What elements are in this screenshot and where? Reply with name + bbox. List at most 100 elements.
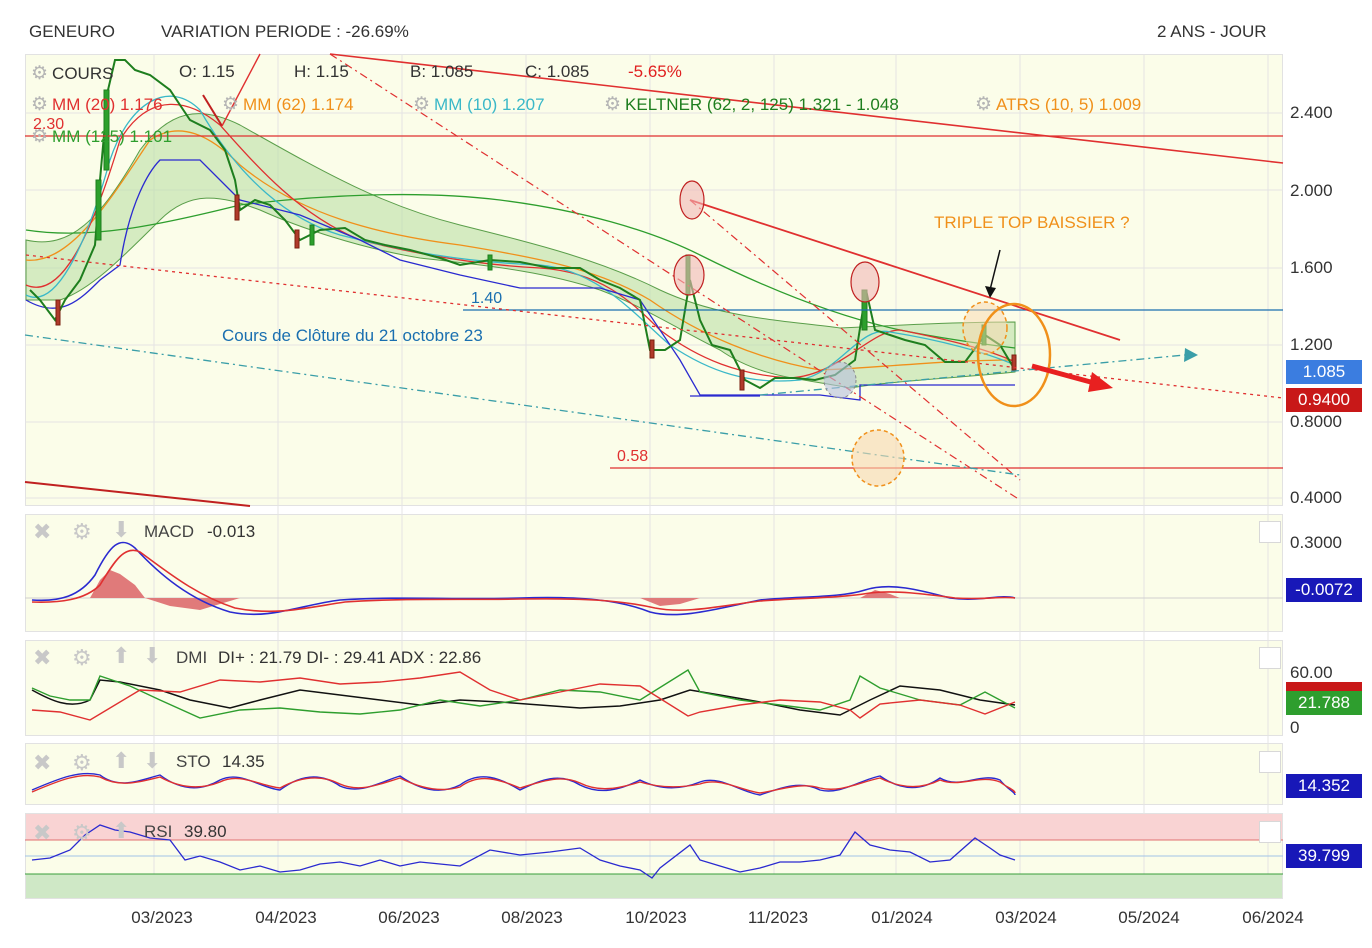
mm62-line <box>25 130 1016 371</box>
dashdot-red-2 <box>689 199 1021 481</box>
arrow-up-icon[interactable]: ⬆ <box>112 643 131 668</box>
rsi-oversold-band <box>26 874 1282 898</box>
red-arrow <box>1031 363 1099 387</box>
mm10-label: MM (10) 1.207 <box>434 95 545 114</box>
gear-icon[interactable]: ⚙ <box>31 126 49 147</box>
sto-d-line <box>31 774 1016 794</box>
black-arrow <box>989 249 1001 291</box>
sto-panel[interactable] <box>25 743 1283 805</box>
gear-icon[interactable]: ⚙ <box>975 94 993 115</box>
close-icon[interactable]: ✖ <box>33 820 52 845</box>
atrs-label: ATRS (10, 5) 1.009 <box>996 95 1142 114</box>
atrs-tag: 0.9400 <box>1286 388 1362 412</box>
variation-label: VARIATION PERIODE : -26.69% <box>161 22 409 41</box>
close-annotation: Cours de Clôture du 21 octobre 23 <box>222 326 483 345</box>
arrow-up-icon[interactable]: ⬆ <box>112 748 131 773</box>
panel-toggle-checkbox[interactable] <box>1259 821 1281 843</box>
x-tick: 03/2023 <box>131 908 193 927</box>
di-plus-line <box>31 669 1016 719</box>
macd-histogram <box>90 570 900 610</box>
dotted-trendline <box>25 254 1284 399</box>
teal-arrowhead <box>1184 348 1198 362</box>
arrow-down-icon[interactable]: ⬇ <box>112 517 131 542</box>
dmi-y-top: 60.00 <box>1290 663 1333 682</box>
rsi-overbought-band <box>26 814 1282 840</box>
mm125-label: MM (125) 1.101 <box>52 127 173 146</box>
dashdot-red-1 <box>329 53 1021 501</box>
rsi-value: 39.80 <box>184 822 227 841</box>
red-diagonal <box>221 53 261 127</box>
gear-icon[interactable]: ⚙ <box>72 750 92 775</box>
sto-value: 14.35 <box>222 752 265 771</box>
gear-icon[interactable]: ⚙ <box>413 94 431 115</box>
keltner-legend[interactable]: ⚙ KELTNER (62, 2, 125) 1.321 - 1.048 <box>604 93 899 116</box>
y-tick: 0.8000 <box>1290 412 1342 431</box>
x-tick: 04/2023 <box>255 908 317 927</box>
dmi-panel[interactable] <box>25 640 1283 736</box>
panel-toggle-checkbox[interactable] <box>1259 521 1281 543</box>
atrs-legend[interactable]: ⚙ ATRS (10, 5) 1.009 <box>975 93 1141 116</box>
top-circle-2 <box>673 254 705 296</box>
x-tick: 10/2023 <box>625 908 687 927</box>
x-tick: 11/2023 <box>747 908 809 927</box>
cours-legend[interactable]: ⚙ COURS <box>31 62 113 85</box>
arrow-down-icon[interactable]: ⬇ <box>143 748 162 773</box>
top-circle-3 <box>850 261 880 303</box>
symbol-label: GENEURO <box>29 22 115 41</box>
gear-icon[interactable]: ⚙ <box>72 820 92 845</box>
keltner-label: KELTNER (62, 2, 125) 1.321 - 1.048 <box>625 95 899 114</box>
macd-y-tick: 0.3000 <box>1290 533 1342 552</box>
close-icon[interactable]: ✖ <box>33 519 52 544</box>
dmi-minus-tag <box>1286 682 1362 692</box>
triple-top-trendline <box>689 199 1121 341</box>
panel-toggle-checkbox[interactable] <box>1259 751 1281 773</box>
open-value: O: 1.15 <box>179 62 235 81</box>
close-icon[interactable]: ✖ <box>33 750 52 775</box>
macd-line <box>31 541 1016 616</box>
rsi-line <box>31 824 1016 879</box>
triple-top-circle <box>962 301 1008 355</box>
keltner-band <box>25 113 1016 389</box>
x-tick: 01/2024 <box>871 908 933 927</box>
dashdot-teal-upper <box>759 354 1186 396</box>
mm125-legend[interactable]: ⚙ MM (125) 1.101 <box>31 125 172 148</box>
mm62-legend[interactable]: ⚙ MM (62) 1.174 <box>222 93 354 116</box>
gear-icon[interactable]: ⚙ <box>31 63 49 84</box>
lower-trendline <box>24 481 251 507</box>
gear-icon[interactable]: ⚙ <box>72 645 92 670</box>
level-140-label: 1.40 <box>471 290 503 307</box>
dmi-tag: 21.788 <box>1286 691 1362 715</box>
macd-signal-line <box>31 549 1016 613</box>
y-tick: 1.600 <box>1290 258 1333 277</box>
y-tick: 1.200 <box>1290 335 1333 354</box>
macd-tag: -0.0072 <box>1286 578 1362 602</box>
macd-label: MACD <box>144 522 195 541</box>
red-arrow-small <box>202 94 223 127</box>
gear-icon[interactable]: ⚙ <box>604 94 622 115</box>
price-line <box>29 59 1016 390</box>
triple-top-annotation: TRIPLE TOP BAISSIER ? <box>934 213 1130 232</box>
y-tick: 0.4000 <box>1290 488 1342 507</box>
cours-label: COURS <box>52 64 114 83</box>
arrow-down-icon[interactable]: ⬇ <box>143 643 162 668</box>
sto-label: STO <box>176 752 211 771</box>
mm20-legend[interactable]: ⚙ MM (20) 1.176 <box>31 93 163 116</box>
arrow-up-icon[interactable]: ⬆ <box>112 818 131 843</box>
range-label[interactable]: 2 ANS - JOUR <box>1157 22 1267 41</box>
gear-icon[interactable]: ⚙ <box>72 519 92 544</box>
close-icon[interactable]: ✖ <box>33 645 52 670</box>
dashdot-teal-lower <box>24 334 1021 476</box>
di-minus-line <box>31 671 1016 721</box>
gear-icon[interactable]: ⚙ <box>222 94 240 115</box>
gear-icon[interactable]: ⚙ <box>31 94 49 115</box>
panel-toggle-checkbox[interactable] <box>1259 647 1281 669</box>
x-tick: 06/2024 <box>1242 908 1304 927</box>
red-arrowhead <box>1088 372 1113 392</box>
mm10-legend[interactable]: ⚙ MM (10) 1.207 <box>413 93 545 116</box>
low-value: B: 1.085 <box>410 62 474 81</box>
close-value: C: 1.085 <box>525 62 590 81</box>
dmi-y-bottom: 0 <box>1290 718 1300 737</box>
sto-tag: 14.352 <box>1286 774 1362 798</box>
high-value: H: 1.15 <box>294 62 349 81</box>
